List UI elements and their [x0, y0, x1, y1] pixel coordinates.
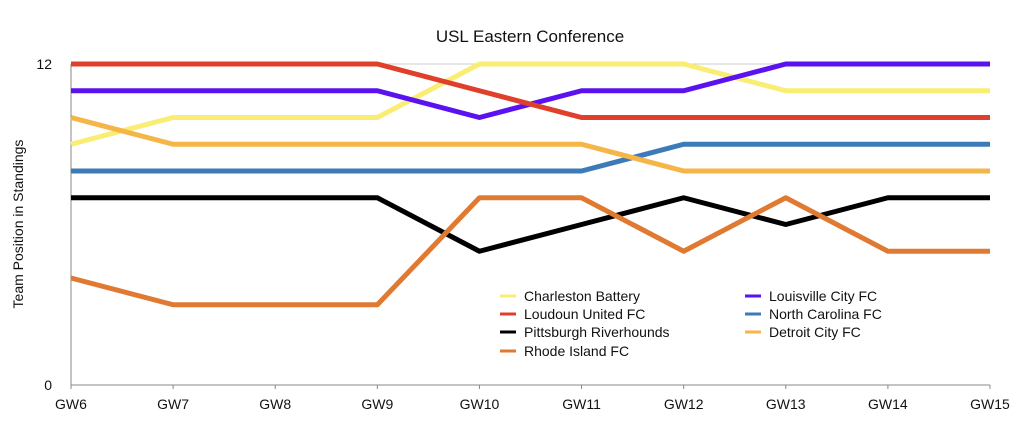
legend-label: Loudoun United FC [524, 306, 645, 322]
legend-item-charleston-battery: Charleston Battery [500, 288, 640, 304]
x-tick-label: GW10 [460, 396, 500, 412]
legend-label: Rhode Island FC [524, 343, 629, 359]
y-tick-label: 0 [44, 377, 52, 393]
series-line-charleston-battery [70, 61, 990, 147]
x-tick-label: GW9 [361, 396, 393, 412]
legend-label: North Carolina FC [769, 306, 882, 322]
series-lines [70, 61, 990, 308]
legend-item-loudoun-united-fc: Loudoun United FC [500, 306, 645, 322]
x-tick-label: GW14 [868, 396, 908, 412]
chart-title: USL Eastern Conference [436, 27, 624, 46]
legend-item-louisville-city-fc: Louisville City FC [745, 288, 877, 304]
legend-item-north-carolina-fc: North Carolina FC [745, 306, 882, 322]
x-tick-label: GW15 [970, 396, 1010, 412]
y-tick-label: 12 [36, 56, 52, 72]
legend-label: Charleston Battery [524, 288, 640, 304]
legend-item-rhode-island-fc: Rhode Island FC [500, 343, 629, 359]
legend-label: Pittsburgh Riverhounds [524, 324, 670, 340]
x-tick-label: GW13 [766, 396, 806, 412]
legend: Charleston Battery Loudoun United FC Pitts… [500, 288, 882, 359]
y-axis-label: Team Position in Standings [10, 140, 26, 309]
x-tick-label: GW7 [157, 396, 189, 412]
series-line-loudoun-united-fc [71, 61, 990, 120]
x-tick-label: GW8 [259, 396, 291, 412]
x-tick-label: GW12 [664, 396, 704, 412]
series-line-north-carolina-fc [71, 141, 990, 174]
x-tick-label: GW11 [562, 396, 601, 412]
legend-item-pittsburgh-riverhounds: Pittsburgh Riverhounds [500, 324, 670, 340]
series-line-rhode-island-fc [70, 195, 990, 308]
series-line-pittsburgh-riverhounds [71, 195, 990, 254]
series-line-detroit-city-fc [70, 115, 990, 174]
legend-label: Detroit City FC [769, 324, 861, 340]
axes: 0 12 GW6 GW7 GW8 GW9 GW10 GW11 GW12 GW13 GW14 GW15 [36, 56, 1010, 412]
x-tick-label: GW6 [55, 396, 87, 412]
legend-label: Louisville City FC [769, 288, 877, 304]
legend-item-detroit-city-fc: Detroit City FC [745, 324, 861, 340]
